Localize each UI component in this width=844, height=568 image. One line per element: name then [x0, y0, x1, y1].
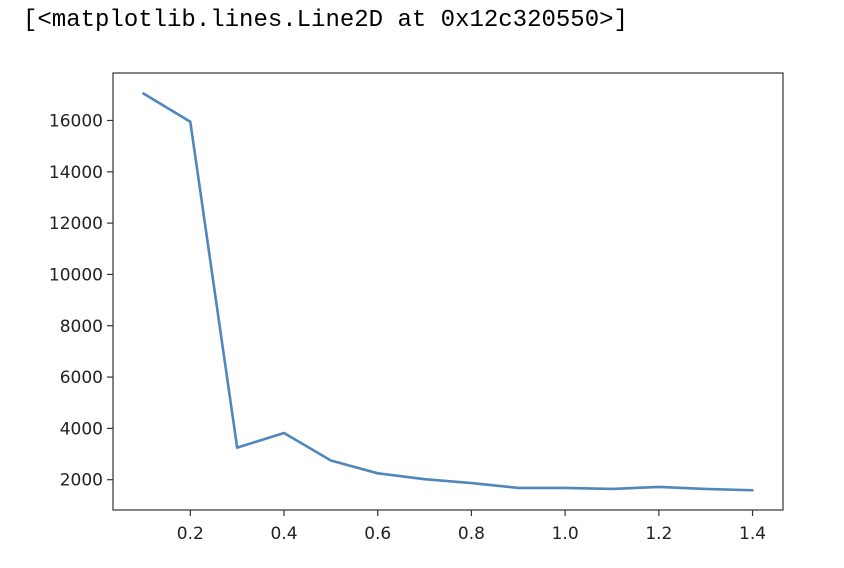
plot-area: 0.2 0.4 0.6 0.8 1.0 1.2 1.4 2000 4000 6000 8000 100… [49, 72, 784, 544]
x-tick-label: 1.4 [739, 524, 766, 544]
y-tick-label: 10000 [49, 265, 103, 285]
y-tick-label: 8000 [60, 317, 103, 337]
x-tick-label: 1.0 [552, 524, 579, 544]
x-tick-label: 0.4 [270, 524, 297, 544]
x-tick-label: 0.6 [364, 524, 391, 544]
y-tick-label: 16000 [49, 111, 103, 131]
x-tick-label: 1.2 [645, 524, 672, 544]
y-tick-label: 2000 [60, 471, 103, 491]
y-tick-label: 6000 [60, 368, 103, 388]
axes-frame [112, 72, 784, 511]
x-tick-label: 0.2 [177, 524, 204, 544]
y-tick-label: 12000 [49, 214, 103, 234]
y-tick-label: 14000 [49, 163, 103, 183]
series-line [142, 92, 754, 492]
cell-output-text: [<matplotlib.lines.Line2D at 0x12c320550… [23, 7, 628, 34]
x-tick-label: 0.8 [458, 524, 485, 544]
y-tick-label: 4000 [60, 419, 103, 439]
